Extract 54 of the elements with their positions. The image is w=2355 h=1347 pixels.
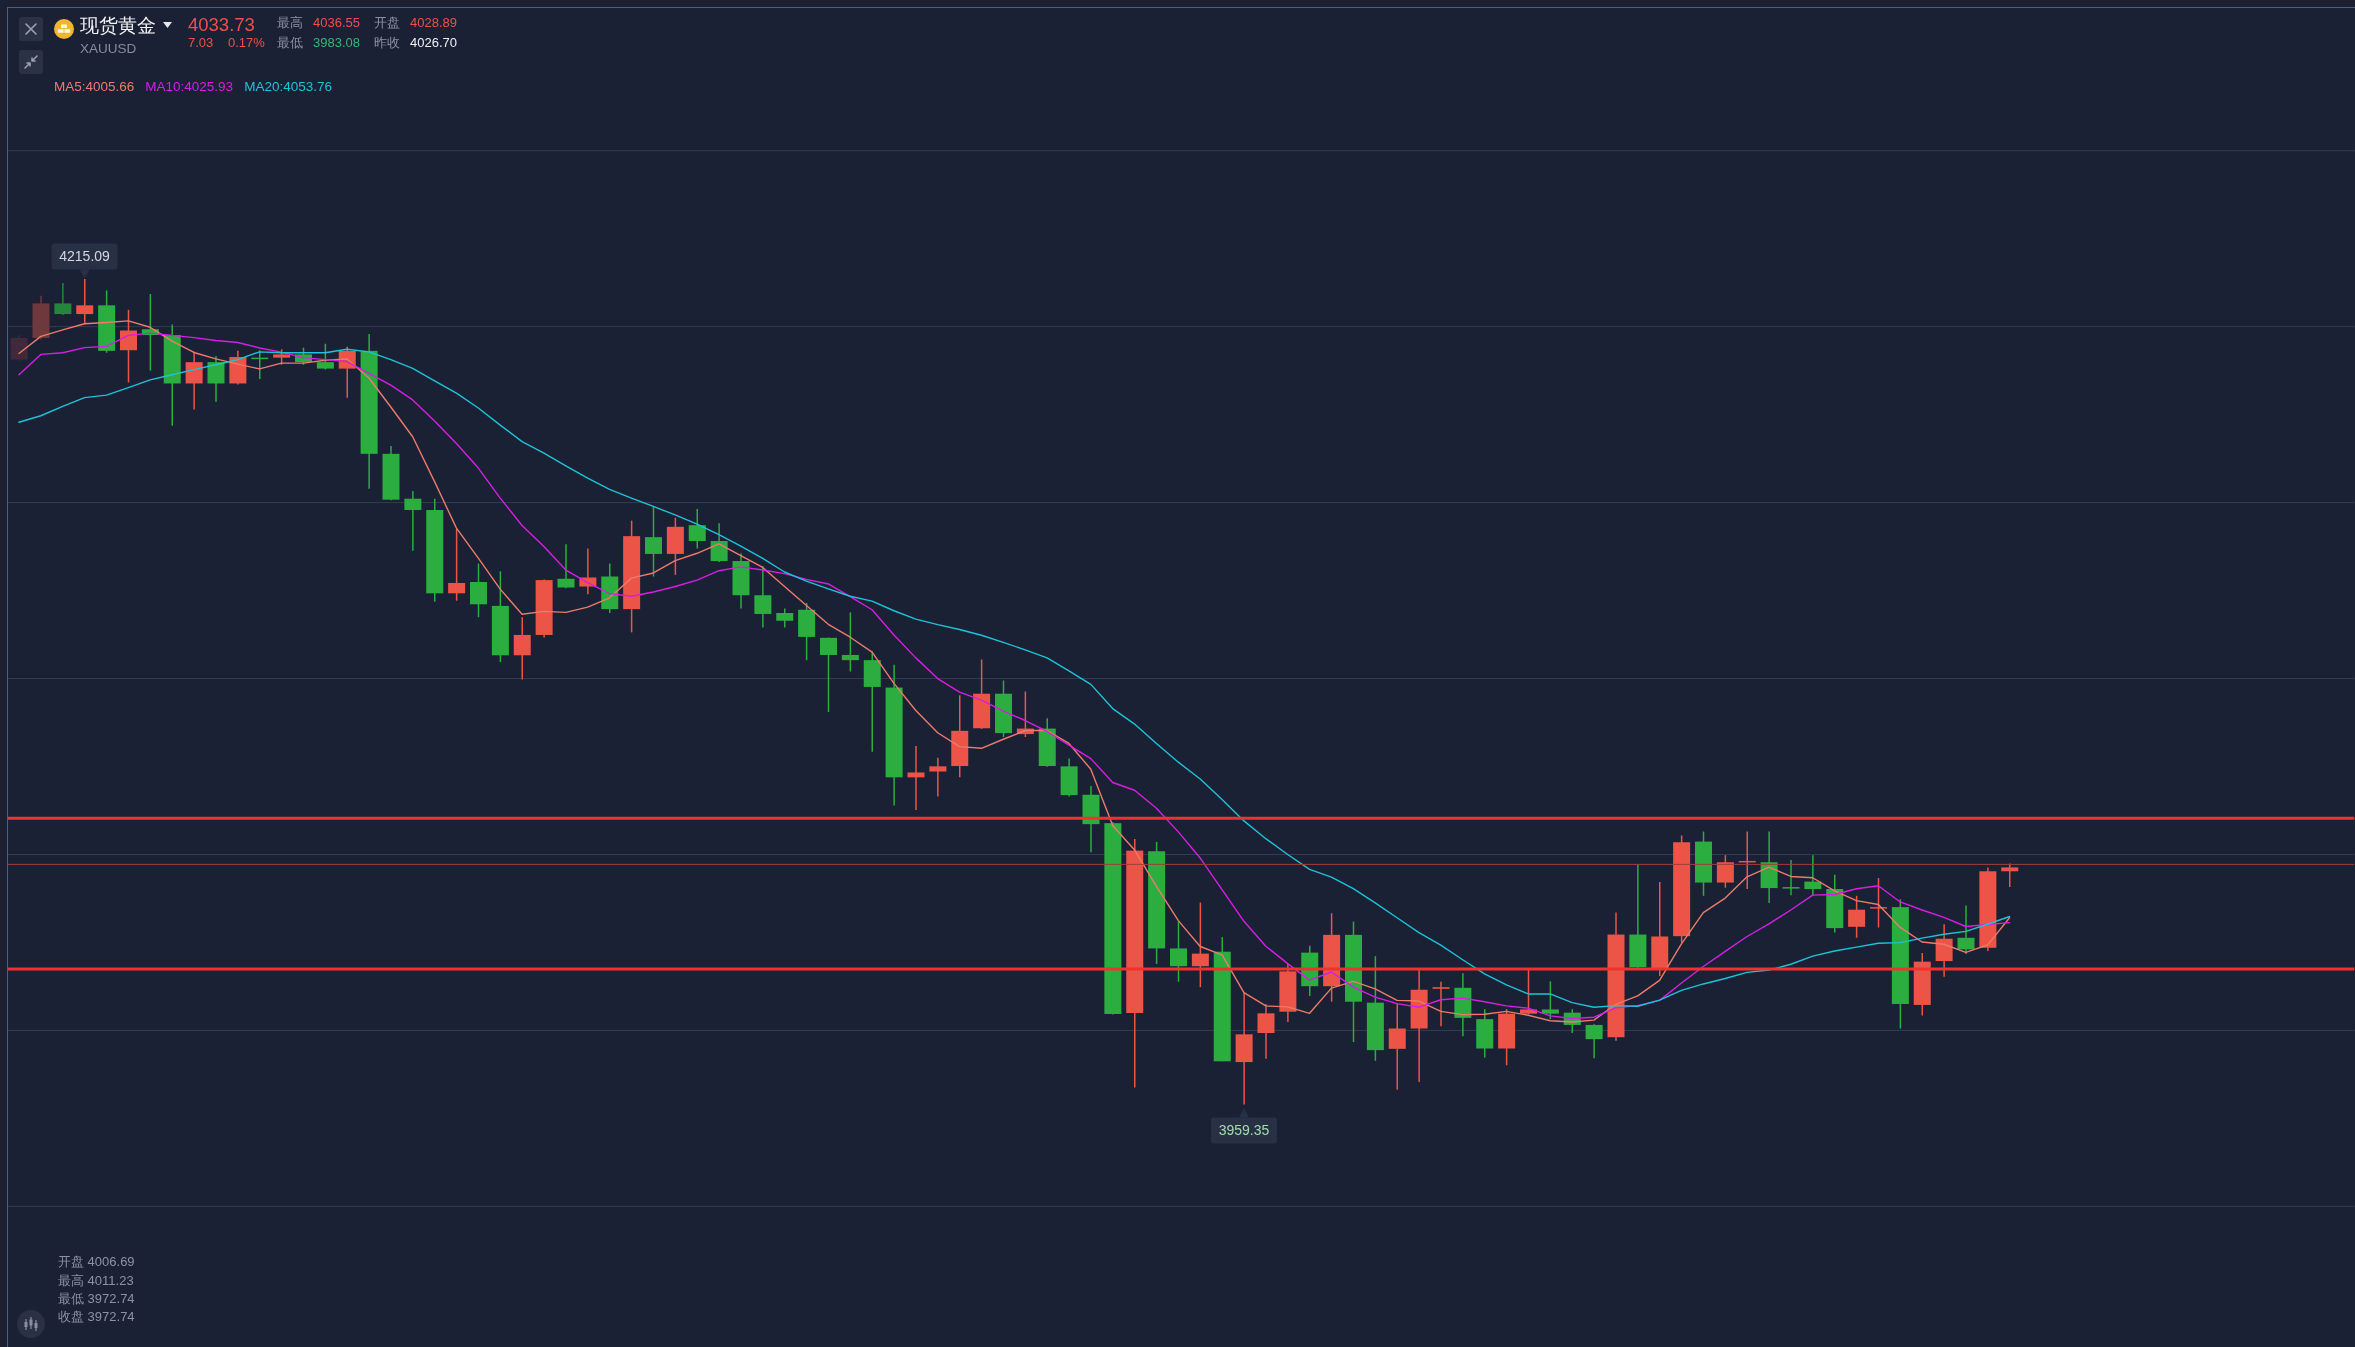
candlestick xyxy=(1520,968,1537,1016)
candlestick xyxy=(1191,901,1209,988)
annotation: 昨收 4026.70 xyxy=(374,35,457,50)
annotation: 3959.35 xyxy=(1218,1122,1270,1139)
annotation: 开盘 4028.89 xyxy=(374,15,457,31)
candlestick xyxy=(1782,859,1800,896)
text: XAUUSD xyxy=(80,40,137,57)
candlestick xyxy=(907,745,925,811)
candlestick xyxy=(688,508,706,550)
candlestick xyxy=(2001,862,2019,888)
candlestick xyxy=(820,636,837,713)
annotation: 开盘 4006.69 xyxy=(58,1254,135,1271)
candlestick xyxy=(1957,904,1975,955)
candlestick xyxy=(1870,877,1887,929)
candlestick xyxy=(776,607,794,629)
candlestick xyxy=(710,522,728,563)
candlestick xyxy=(1541,980,1559,1020)
candlestick xyxy=(1170,920,1187,983)
text: MA20:4053.76 xyxy=(244,79,332,95)
candlestick xyxy=(645,505,662,578)
candlestick xyxy=(207,355,225,403)
candlestick xyxy=(76,278,94,325)
annotation: 7.03 xyxy=(188,35,214,51)
annotation: 0.17% xyxy=(228,35,265,51)
annotation: 最低 3972.74 xyxy=(58,1291,135,1308)
candlestick xyxy=(185,351,203,411)
candlestick xyxy=(513,616,531,681)
candlestick xyxy=(557,543,575,589)
annotation: 收盘 3972.74 xyxy=(58,1309,135,1326)
candlestick xyxy=(1585,1023,1603,1059)
candlestick xyxy=(54,282,72,316)
annotation: 最高 4036.55 xyxy=(277,15,360,31)
candlestick xyxy=(1432,980,1450,1027)
annotation: 4215.09 xyxy=(59,248,111,265)
annotation: 4033.73 xyxy=(188,14,255,36)
candlestick xyxy=(448,528,466,602)
candlestick xyxy=(841,611,859,673)
candlestick xyxy=(1716,854,1734,889)
annotation: 最低 3983.08 xyxy=(277,35,360,50)
annotation: 最高 4011.23 xyxy=(58,1273,134,1290)
candlestick xyxy=(929,756,947,798)
candlestick xyxy=(404,490,422,552)
candlestick xyxy=(470,562,487,618)
candlestick xyxy=(1848,895,1866,939)
candlestick xyxy=(754,565,772,629)
chart-title: 现货黄金 xyxy=(80,15,156,37)
candlestick xyxy=(1388,1003,1406,1091)
candlestick xyxy=(1804,854,1822,897)
candlestick xyxy=(1257,1003,1275,1060)
text: MA10:4025.93 xyxy=(145,79,234,95)
text: MA5:4005.66 xyxy=(54,79,135,95)
candlestick xyxy=(1935,923,1953,978)
candlestick xyxy=(316,343,334,371)
candlestick xyxy=(10,334,28,362)
